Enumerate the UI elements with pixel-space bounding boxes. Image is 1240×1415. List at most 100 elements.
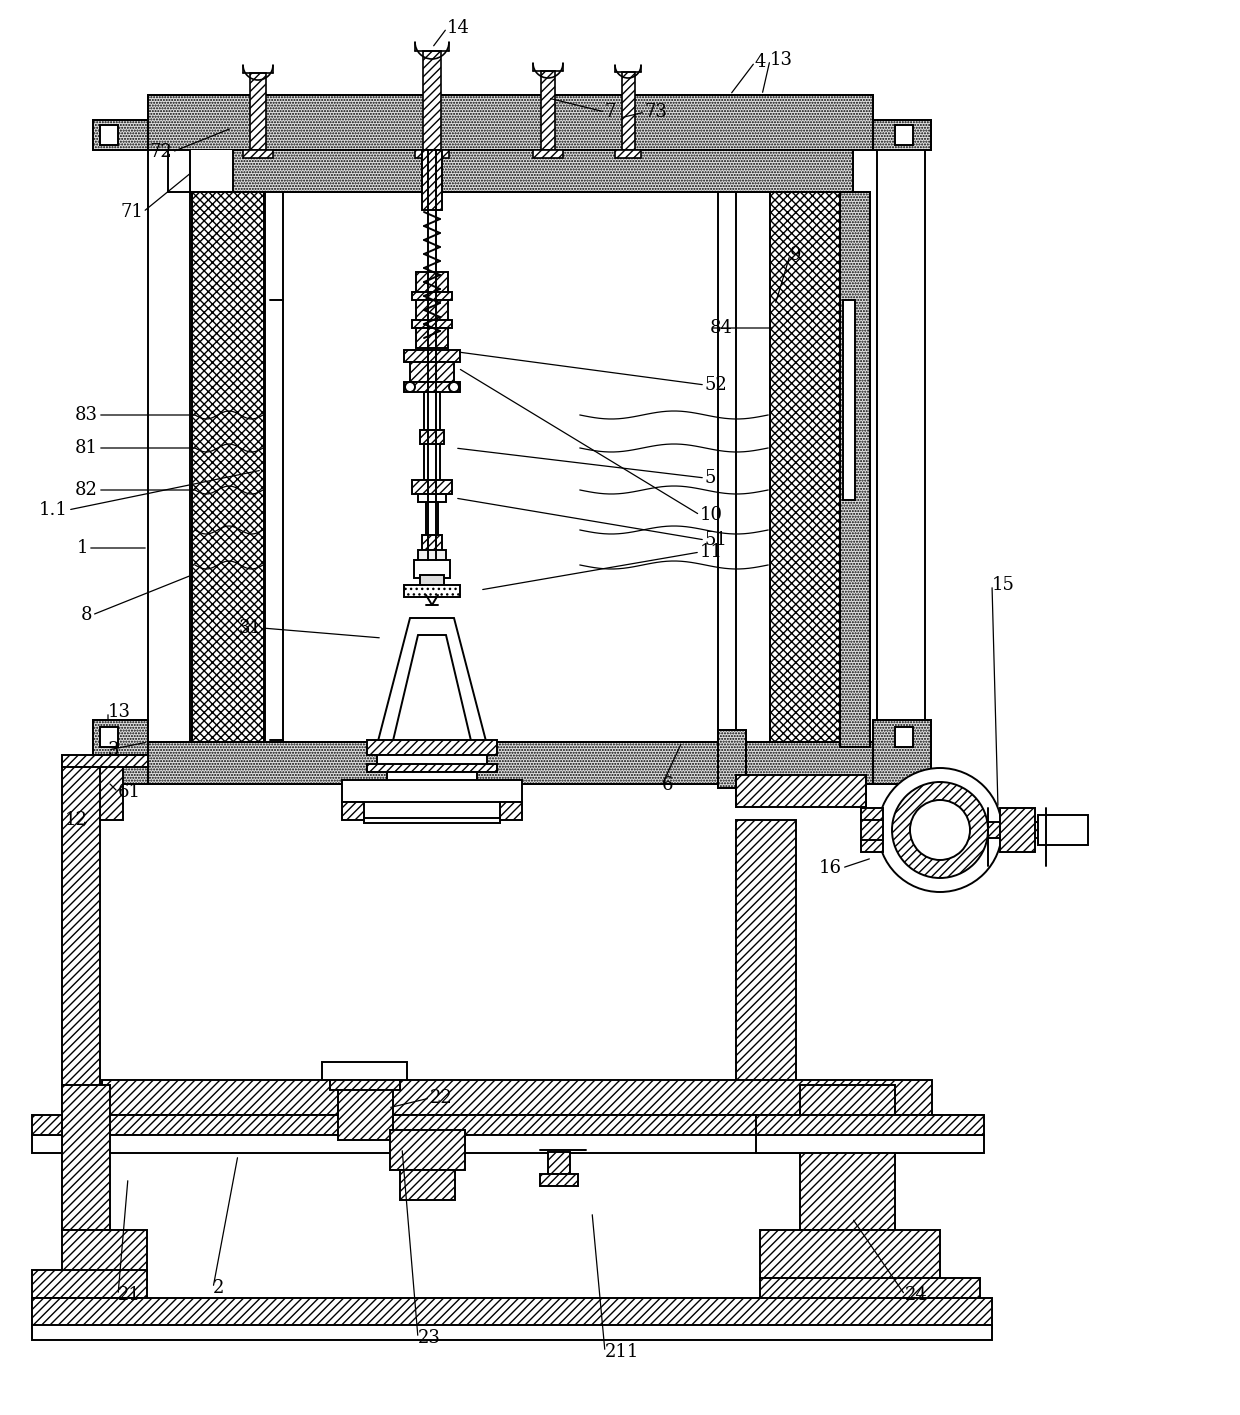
Bar: [412, 291, 453, 300]
Text: 15: 15: [992, 576, 1014, 594]
Bar: [32, 1324, 992, 1340]
Polygon shape: [392, 635, 472, 746]
Text: 5: 5: [706, 468, 717, 487]
Text: 13: 13: [108, 703, 131, 722]
Bar: [62, 1230, 148, 1281]
Bar: [541, 71, 556, 150]
Bar: [1038, 815, 1087, 845]
Bar: [404, 350, 460, 362]
Bar: [93, 720, 148, 784]
Bar: [415, 300, 448, 320]
Bar: [102, 1080, 932, 1115]
Circle shape: [449, 382, 459, 392]
Text: 23: 23: [418, 1329, 441, 1347]
Text: 12: 12: [66, 811, 88, 829]
Bar: [322, 1063, 407, 1080]
Bar: [873, 120, 931, 150]
Text: 22: 22: [430, 1090, 453, 1107]
Bar: [873, 720, 931, 784]
Bar: [770, 192, 842, 747]
Text: 82: 82: [76, 481, 98, 499]
Bar: [100, 125, 118, 144]
Text: 71: 71: [120, 202, 143, 221]
Bar: [342, 802, 365, 821]
Bar: [424, 392, 440, 483]
Bar: [843, 300, 856, 499]
Text: 6: 6: [662, 775, 673, 794]
Bar: [873, 720, 931, 784]
Bar: [391, 1131, 465, 1170]
Bar: [548, 1152, 570, 1174]
Bar: [420, 574, 444, 584]
Bar: [615, 150, 641, 158]
Bar: [342, 780, 522, 802]
Bar: [877, 150, 925, 750]
Bar: [500, 802, 522, 821]
Bar: [93, 120, 148, 150]
Bar: [265, 192, 283, 750]
Text: 3: 3: [108, 741, 119, 758]
Text: 1.1: 1.1: [40, 501, 68, 519]
Bar: [622, 72, 635, 150]
Bar: [387, 773, 477, 790]
Bar: [32, 1271, 148, 1302]
Bar: [760, 1230, 940, 1281]
Text: 21: 21: [118, 1286, 141, 1305]
Bar: [415, 272, 448, 291]
Bar: [243, 150, 273, 158]
Bar: [861, 808, 883, 852]
Bar: [422, 150, 441, 209]
Bar: [93, 720, 148, 784]
Bar: [148, 741, 883, 784]
Bar: [756, 1135, 985, 1153]
Bar: [533, 150, 563, 158]
Bar: [427, 502, 438, 558]
Circle shape: [405, 382, 415, 392]
Bar: [718, 192, 737, 750]
Bar: [415, 150, 449, 158]
Bar: [770, 192, 842, 747]
Bar: [32, 1115, 62, 1135]
Bar: [250, 72, 267, 150]
Bar: [367, 740, 497, 756]
Bar: [62, 1115, 982, 1135]
Bar: [401, 1170, 455, 1200]
Bar: [339, 1085, 393, 1140]
Text: 7: 7: [605, 103, 616, 122]
Bar: [873, 120, 931, 150]
Bar: [167, 150, 233, 192]
Text: 14: 14: [446, 18, 470, 37]
Bar: [895, 125, 913, 144]
Text: 211: 211: [605, 1343, 640, 1361]
Text: 73: 73: [645, 103, 668, 122]
Bar: [32, 1135, 62, 1153]
Circle shape: [878, 768, 1002, 891]
Bar: [62, 1135, 982, 1153]
Bar: [167, 150, 853, 192]
Circle shape: [910, 799, 970, 860]
Bar: [420, 430, 444, 444]
Text: 81: 81: [74, 439, 98, 457]
Polygon shape: [377, 618, 487, 746]
Bar: [737, 821, 796, 1099]
Text: 9: 9: [790, 246, 801, 265]
Text: 83: 83: [74, 406, 98, 424]
Text: 61: 61: [118, 782, 141, 801]
Bar: [62, 760, 100, 1160]
Text: 4: 4: [755, 52, 766, 71]
Text: 72: 72: [149, 143, 172, 161]
Bar: [192, 192, 264, 747]
Text: 11: 11: [701, 543, 723, 560]
Text: 8: 8: [81, 606, 92, 624]
Bar: [62, 1085, 110, 1230]
Bar: [718, 730, 746, 788]
Bar: [32, 1298, 992, 1329]
Bar: [800, 1085, 895, 1230]
Text: 51: 51: [706, 531, 728, 549]
Text: 31: 31: [239, 618, 262, 637]
Bar: [422, 535, 441, 553]
Bar: [418, 494, 446, 502]
Bar: [737, 775, 866, 807]
Bar: [418, 550, 446, 560]
Bar: [100, 727, 118, 747]
